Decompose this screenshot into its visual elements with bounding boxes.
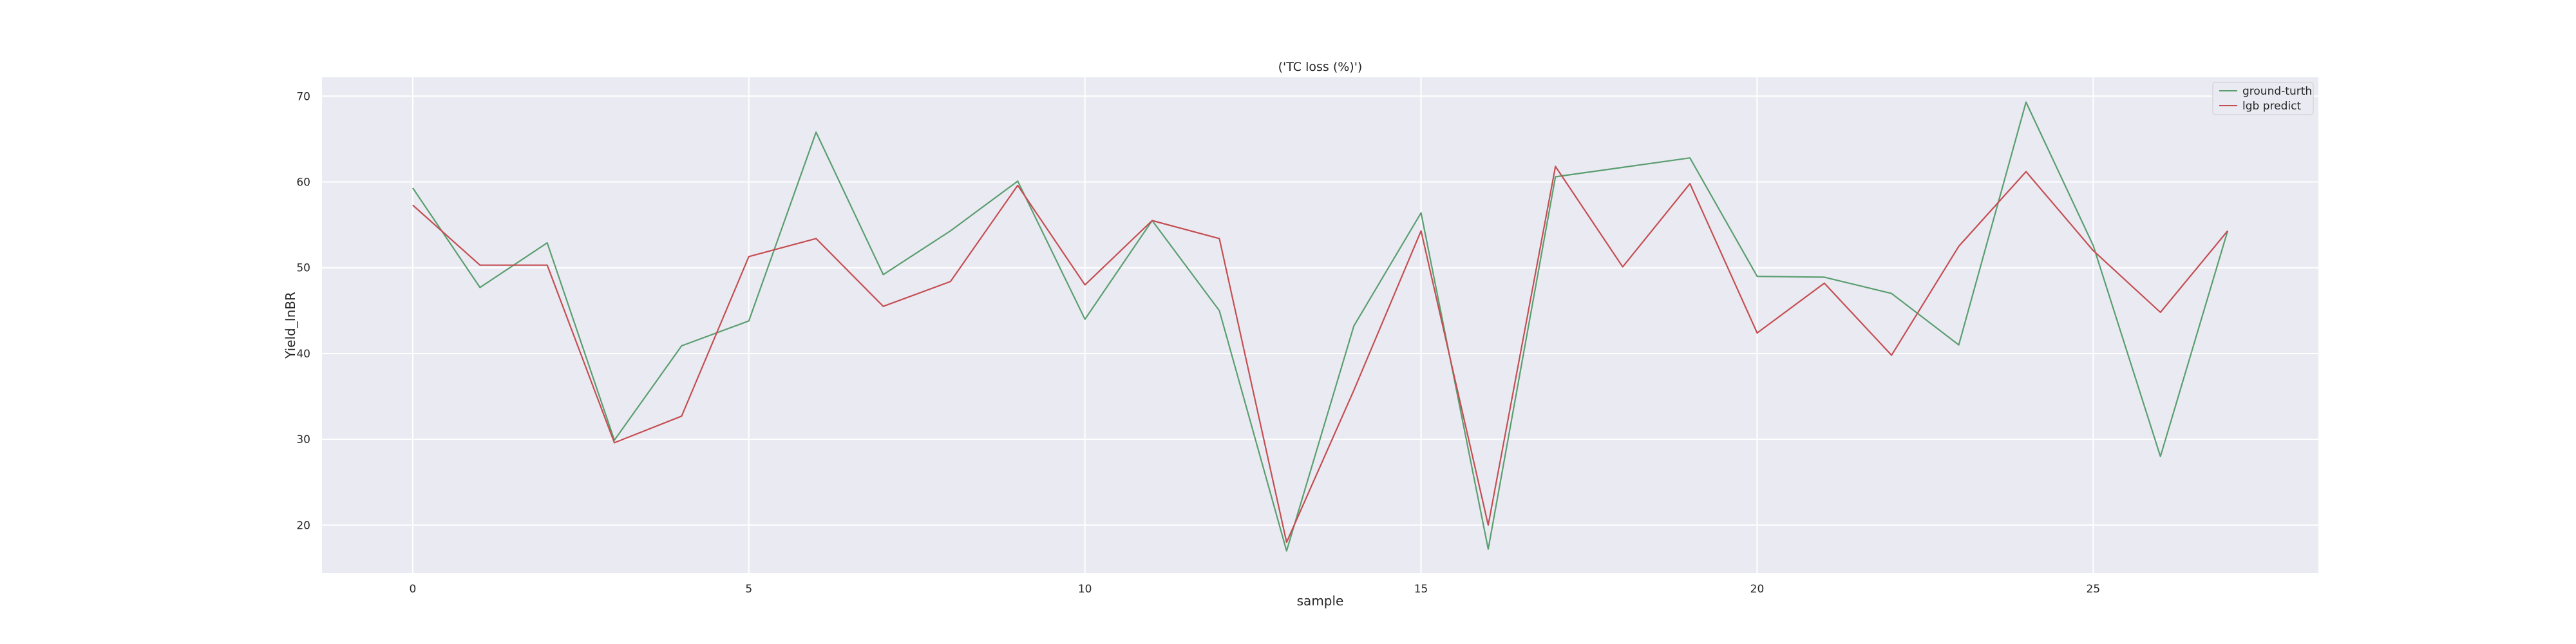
grid [322, 77, 2318, 573]
legend-box [2212, 82, 2314, 115]
x-tick-label-5: 5 [745, 583, 752, 596]
y-tick-label-50: 50 [296, 262, 310, 275]
y-axis-label: Yield_InBR [283, 292, 298, 359]
plot-area [322, 77, 2318, 573]
x-axis-label: sample [1297, 593, 1344, 609]
x-tick-label-10: 10 [1078, 583, 1092, 596]
x-tick-label-25: 25 [2087, 583, 2101, 596]
chart-title: ('TC loss (%)') [1278, 60, 1363, 74]
series-line-ground-turth [412, 101, 2229, 552]
y-tick-label-70: 70 [296, 90, 310, 103]
series-line-lgb-predict [412, 166, 2228, 544]
legend: ground-turth lgb predict [2212, 82, 2314, 115]
y-tick-label-40: 40 [296, 348, 310, 361]
y-tick-label-20: 20 [296, 519, 310, 532]
y-tick-label-60: 60 [296, 176, 310, 189]
x-tick-label-20: 20 [1750, 583, 1765, 596]
legend-label-ground-turth: ground-turth [2242, 85, 2312, 98]
y-tick-label-30: 30 [296, 433, 310, 446]
legend-label-lgb-predict: lgb predict [2242, 100, 2301, 113]
x-tick-label-0: 0 [409, 583, 416, 596]
series-layer [412, 101, 2229, 552]
x-tick-label-15: 15 [1414, 583, 1428, 596]
tick-labels: 0 5 10 15 20 25 20 30 40 50 60 70 [296, 90, 2100, 596]
